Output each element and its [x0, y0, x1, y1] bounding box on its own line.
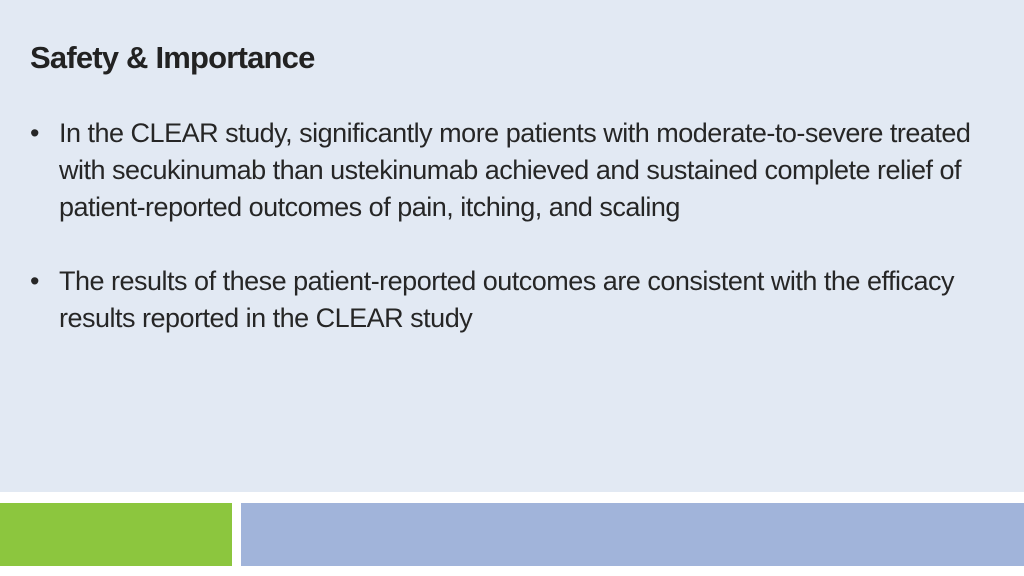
bullet-icon: •: [30, 266, 39, 296]
slide-title: Safety & Importance: [30, 40, 315, 75]
bullet-text: In the CLEAR study, significantly more p…: [59, 118, 971, 222]
bullet-item: • The results of these patient-reported …: [30, 263, 998, 337]
bullet-item: • In the CLEAR study, significantly more…: [30, 115, 998, 226]
bullet-icon: •: [30, 118, 39, 148]
bullet-text: The results of these patient-reported ou…: [59, 266, 955, 333]
bullet-list: • In the CLEAR study, significantly more…: [30, 115, 998, 374]
footer-bar-blue: [241, 503, 1024, 566]
footer-bar-green: [0, 503, 232, 566]
content-area: Safety & Importance • In the CLEAR study…: [0, 0, 1024, 492]
